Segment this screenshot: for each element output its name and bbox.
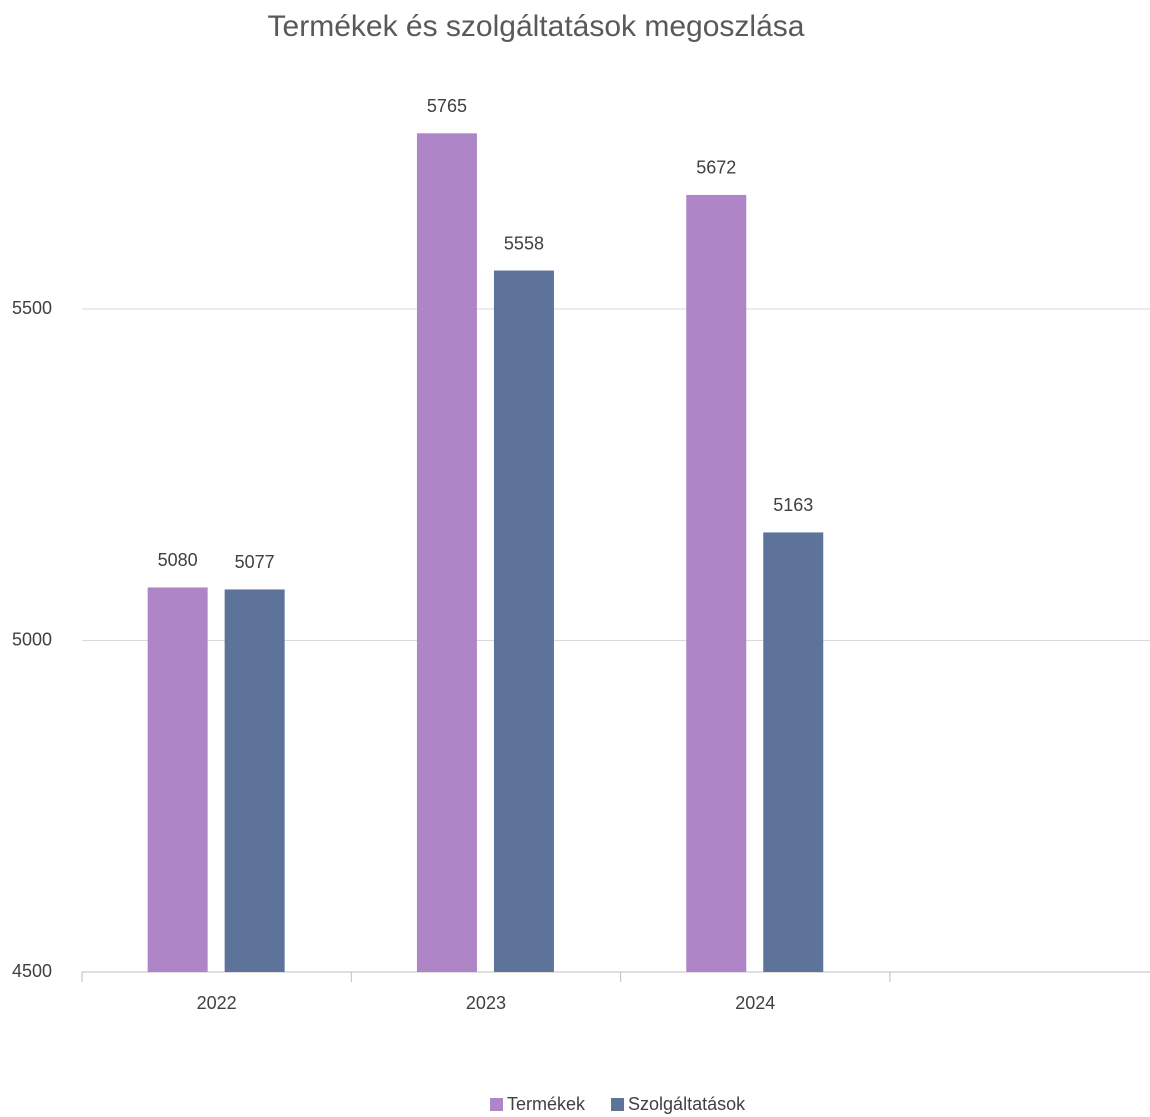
y-tick-label: 5500 (12, 298, 52, 318)
chart-title: Termékek és szolgáltatások megoszlása (268, 10, 805, 43)
value-label: 5558 (504, 233, 544, 253)
bar (763, 532, 824, 972)
x-tick-label: 2022 (197, 993, 237, 1013)
legend-swatch (490, 1098, 503, 1111)
x-tick-label: 2024 (735, 993, 775, 1013)
value-label: 5077 (235, 552, 275, 572)
bar (493, 270, 554, 972)
value-label: 5765 (427, 96, 467, 116)
legend-swatch (611, 1098, 625, 1111)
y-tick-label: 5000 (12, 629, 52, 649)
bar (686, 194, 747, 973)
bar (416, 133, 477, 972)
value-label: 5163 (773, 495, 813, 515)
x-tick-label: 2023 (466, 993, 506, 1013)
value-label: 5672 (696, 158, 736, 178)
value-label: 5080 (158, 550, 198, 570)
legend-label: Termékek (507, 1094, 586, 1114)
legend-label: Szolgáltatások (628, 1094, 746, 1114)
bar (224, 589, 285, 972)
bar (147, 587, 208, 972)
y-tick-label: 4500 (12, 961, 52, 981)
